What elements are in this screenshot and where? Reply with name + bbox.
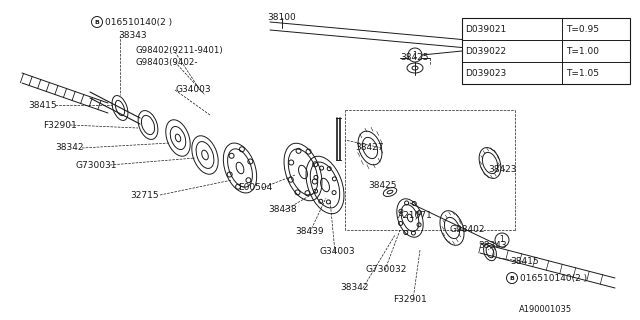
Text: T=1.00: T=1.00 — [566, 46, 599, 55]
Text: 1: 1 — [413, 51, 417, 60]
Text: 016510140(2 ): 016510140(2 ) — [520, 274, 587, 283]
Text: F32901: F32901 — [43, 121, 77, 130]
Text: 38439: 38439 — [295, 228, 324, 236]
Text: 38425: 38425 — [368, 180, 397, 189]
Text: T=0.95: T=0.95 — [566, 25, 599, 34]
Text: D039022: D039022 — [465, 46, 506, 55]
Text: G98402(9211-9401): G98402(9211-9401) — [135, 45, 223, 54]
Text: 38423: 38423 — [488, 165, 516, 174]
Circle shape — [408, 48, 422, 62]
Circle shape — [495, 233, 509, 247]
Text: F32901: F32901 — [393, 295, 427, 305]
Text: 38342: 38342 — [340, 284, 369, 292]
Text: 1: 1 — [500, 236, 504, 244]
Text: 38427: 38427 — [355, 143, 383, 153]
Text: G34003: G34003 — [175, 85, 211, 94]
Text: B: B — [509, 276, 515, 281]
FancyBboxPatch shape — [462, 18, 630, 84]
Text: B: B — [95, 20, 99, 25]
Text: 32715: 32715 — [130, 190, 159, 199]
Text: T=1.05: T=1.05 — [566, 68, 599, 77]
Text: G730031: G730031 — [75, 161, 116, 170]
Text: A21071: A21071 — [398, 211, 433, 220]
Text: D039023: D039023 — [465, 68, 506, 77]
Text: 38100: 38100 — [268, 13, 296, 22]
Circle shape — [506, 273, 518, 284]
Text: 016510140(2 ): 016510140(2 ) — [105, 18, 172, 27]
Text: E00504: E00504 — [238, 183, 272, 193]
Text: G34003: G34003 — [320, 247, 356, 257]
Text: 38415: 38415 — [510, 258, 539, 267]
Circle shape — [92, 17, 102, 28]
Text: 38342: 38342 — [55, 143, 83, 153]
Text: 38415: 38415 — [28, 100, 56, 109]
Text: G98402: G98402 — [450, 226, 486, 235]
Text: 38343: 38343 — [118, 30, 147, 39]
Text: A190001035: A190001035 — [519, 306, 572, 315]
Text: D039021: D039021 — [465, 25, 506, 34]
Text: 38343: 38343 — [478, 241, 507, 250]
Text: 38438: 38438 — [268, 205, 296, 214]
Text: G98403(9402-: G98403(9402- — [135, 58, 198, 67]
Text: 38425: 38425 — [400, 53, 429, 62]
Text: G730032: G730032 — [365, 266, 406, 275]
